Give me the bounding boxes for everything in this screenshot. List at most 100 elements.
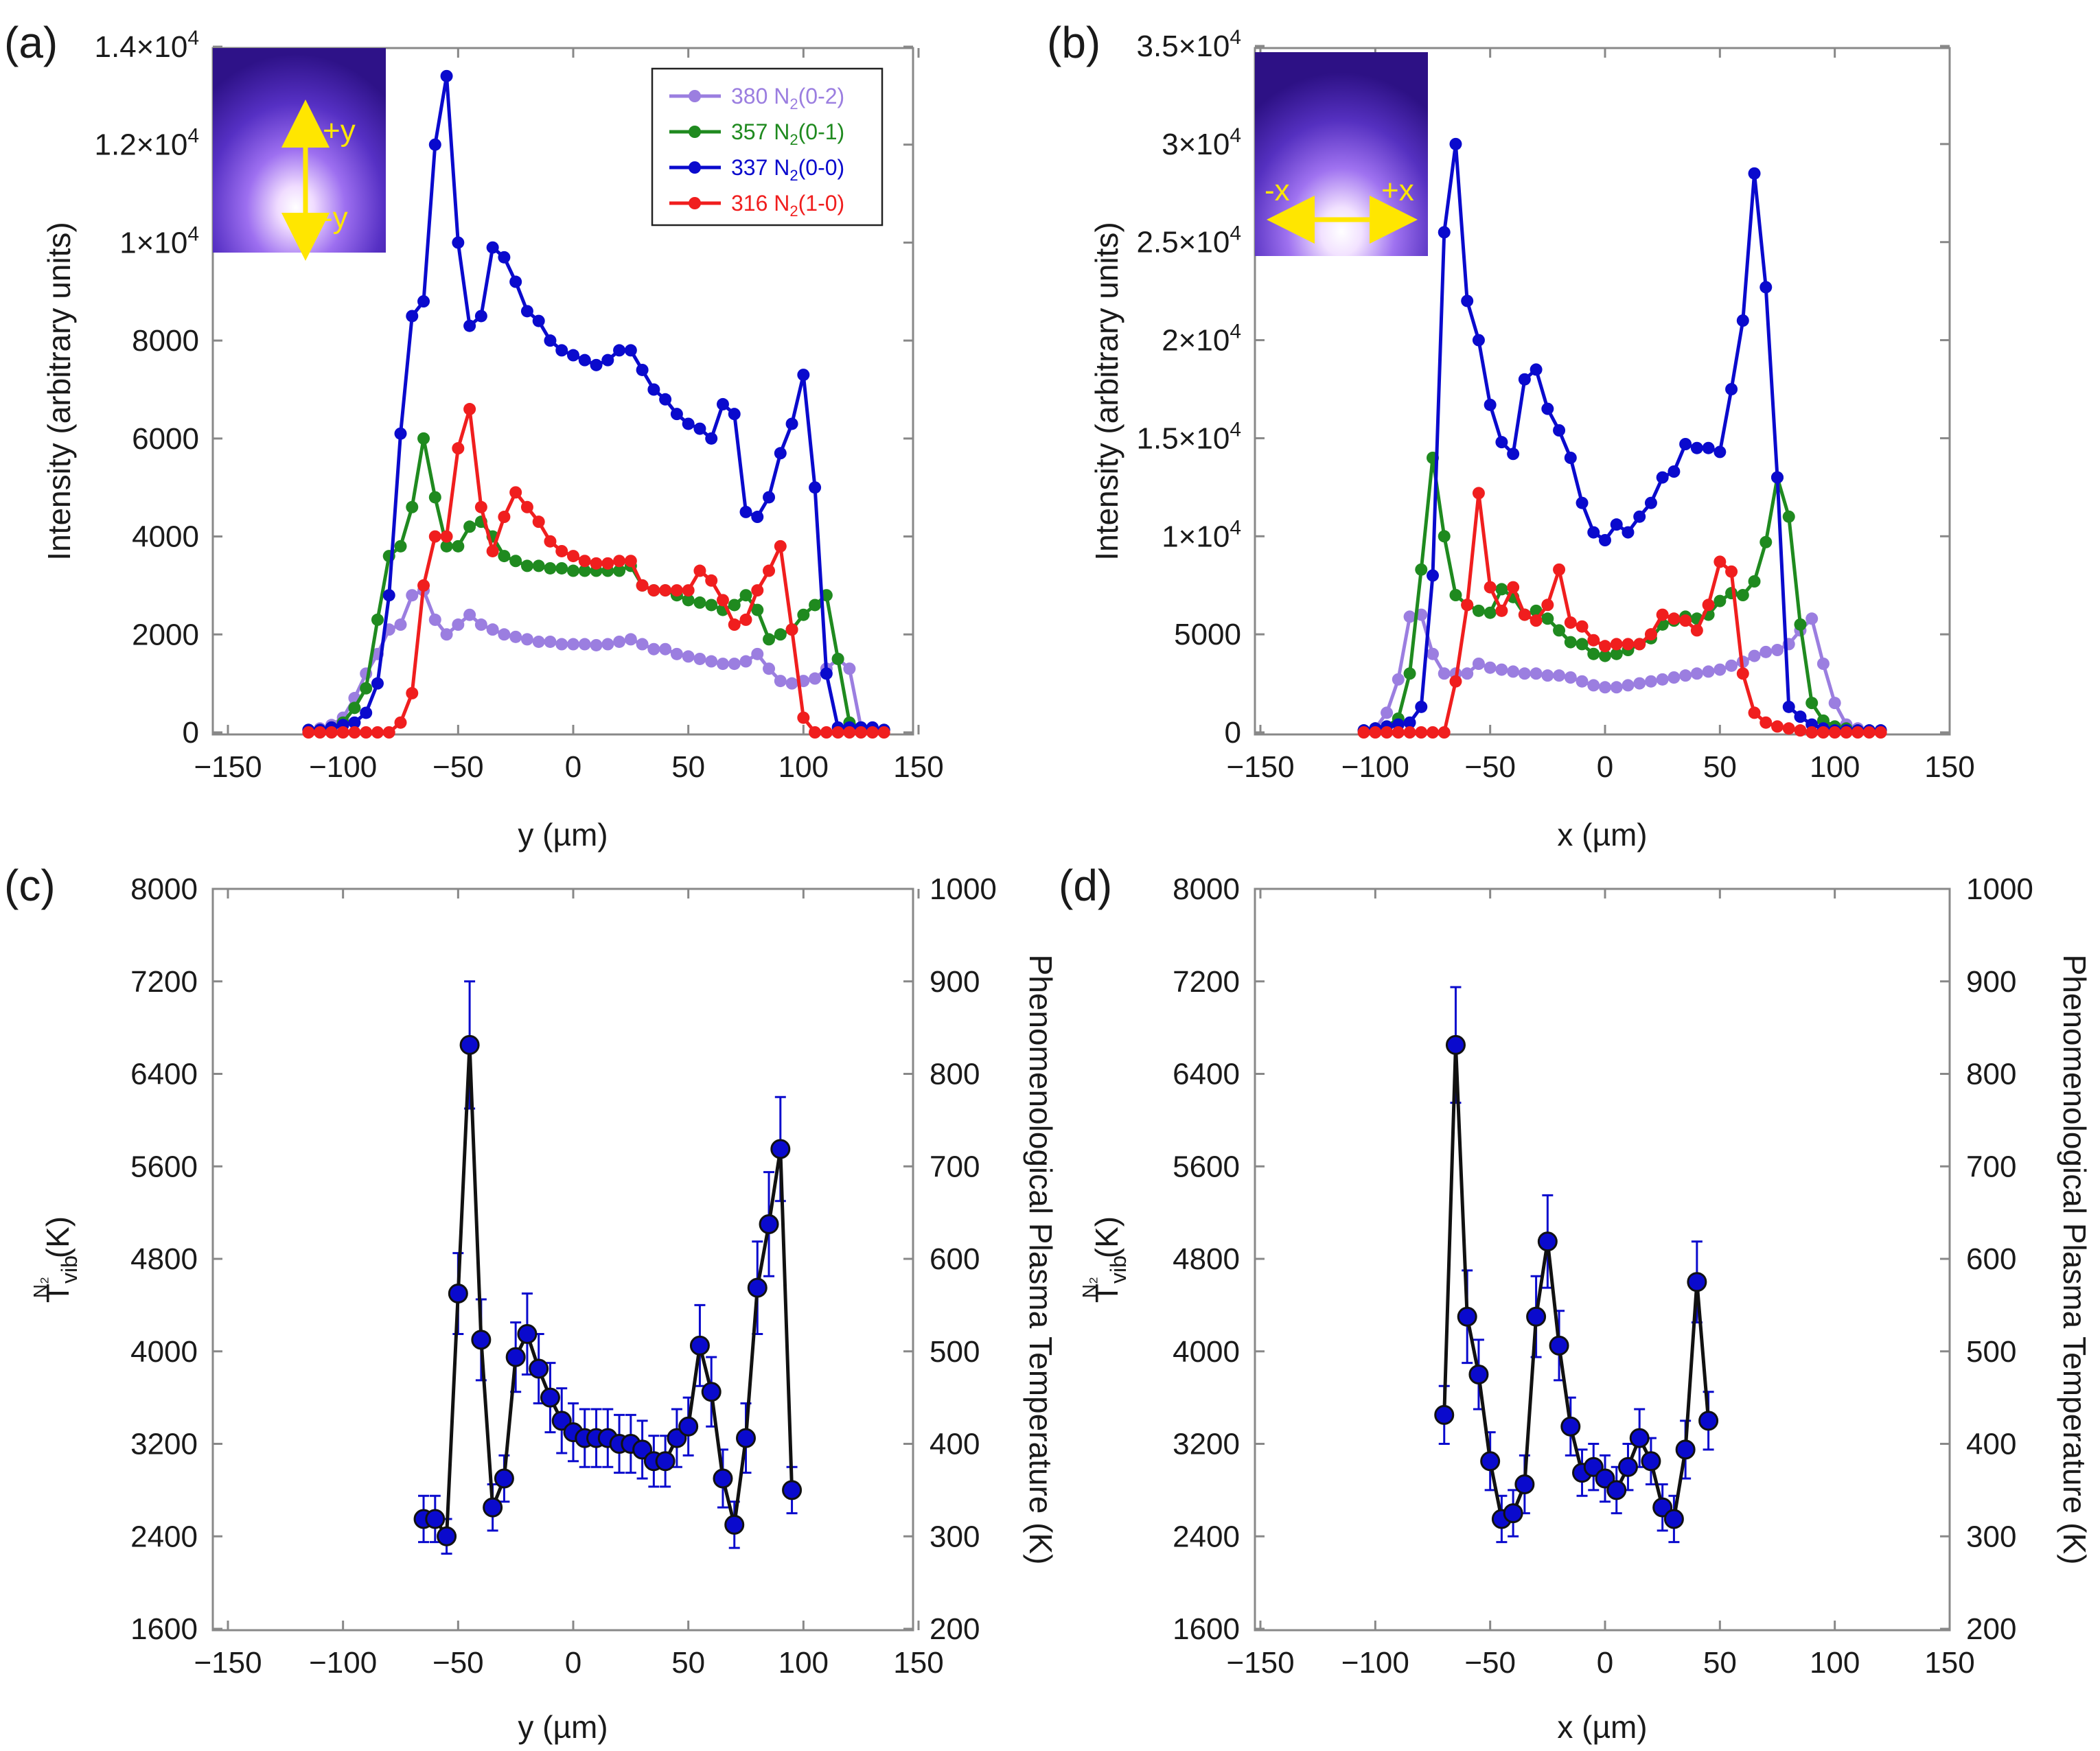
- data-point: [459, 1034, 480, 1055]
- data-point: [1610, 518, 1623, 531]
- data-point: [509, 486, 522, 499]
- data-point: [624, 555, 637, 568]
- data-point: [394, 618, 407, 631]
- data-point: [1530, 667, 1543, 680]
- data-point: [1816, 658, 1830, 670]
- data-point: [1595, 1468, 1615, 1489]
- data-point: [739, 655, 752, 668]
- data-point: [785, 623, 798, 636]
- panel-b-inset-minus-x: -x: [1265, 174, 1290, 207]
- y-tick-exponent: 4: [1230, 26, 1241, 49]
- x-tick-label: 100: [1810, 1646, 1860, 1680]
- panel-b-inset-plasma: [1255, 52, 1428, 256]
- data-point: [613, 555, 626, 568]
- panel-a-y-axis-title: Intensity (arbitrary units): [41, 222, 77, 560]
- x-tick-label: 50: [671, 750, 705, 784]
- y-tick-label: 4800: [1173, 1242, 1240, 1276]
- panel-c-y2-tick-labels: 200 300 400 500 600 700 800 900 1000: [930, 872, 997, 1646]
- panel-a-label: (a): [4, 18, 58, 67]
- data-point: [1587, 679, 1600, 692]
- data-point: [1495, 604, 1508, 617]
- data-point: [590, 557, 603, 570]
- data-point: [348, 716, 361, 729]
- data-point: [693, 652, 706, 665]
- panel-d-y-title-unit: (K): [1089, 1216, 1124, 1267]
- data-point: [590, 358, 603, 371]
- data-point: [1759, 535, 1773, 548]
- data-point: [1663, 1509, 1684, 1529]
- data-point: [763, 491, 776, 504]
- data-point: [1553, 624, 1566, 637]
- data-point: [1518, 608, 1531, 621]
- data-point: [567, 564, 579, 577]
- data-point: [417, 579, 430, 592]
- legend-label-prefix: 357 N: [731, 119, 789, 144]
- data-point: [701, 1382, 722, 1402]
- data-point: [1553, 669, 1566, 682]
- data-point: [1794, 710, 1807, 723]
- panel-b-inset-image: -x +x: [1255, 52, 1428, 256]
- data-point: [498, 511, 511, 524]
- panel-a-x-tick-labels: −150 −100 −50 0 50 100 150: [194, 750, 943, 784]
- panel-a-legend-items: 380 N2(0-2)357 N2(0-1)337 N2(0-0)316 N2(…: [669, 84, 844, 220]
- data-point: [498, 628, 511, 641]
- panel-b-y-tick-labels: 050001×1041.5×1042×1042.5×1043×1043.5×10…: [1137, 26, 1242, 750]
- data-point: [348, 701, 361, 715]
- data-point: [1403, 716, 1416, 729]
- y-tick-base: 6000: [132, 422, 199, 456]
- data-point: [1507, 581, 1520, 594]
- y-tick-exponent: 4: [1230, 222, 1241, 245]
- x-tick-label: −100: [309, 750, 377, 784]
- y-tick-label: 2.5×104: [1137, 222, 1242, 259]
- data-point: [1392, 726, 1405, 739]
- data-point: [1702, 599, 1715, 612]
- y-tick-label: 3200: [130, 1428, 198, 1461]
- panel-c-y-title-sub: vib: [57, 1255, 82, 1284]
- data-point: [1736, 589, 1749, 601]
- tvib-line: [1442, 1043, 1711, 1521]
- x-tick-label: −150: [1226, 1646, 1294, 1680]
- data-point: [716, 594, 729, 607]
- data-point: [544, 561, 557, 575]
- data-point: [1617, 1457, 1638, 1477]
- panel-c-y-axis-title: Tvib N₂ (K): [30, 1216, 82, 1303]
- panel-a-plot-frame: [211, 47, 914, 736]
- y2-tick-label: 900: [930, 965, 980, 999]
- y-tick-base: 1.4×10: [95, 30, 188, 64]
- legend-swatch-marker: [689, 90, 701, 102]
- panel-d-tvib-vs-x: (d) 160024003200400048005600640072008000…: [1059, 861, 2092, 1745]
- y-tick-exponent: 4: [187, 125, 199, 148]
- data-point: [1622, 526, 1635, 539]
- data-point: [1610, 647, 1623, 660]
- data-point: [647, 584, 660, 597]
- data-point: [1357, 726, 1370, 739]
- data-point: [877, 726, 890, 739]
- data-point: [713, 1468, 733, 1489]
- data-point: [1564, 636, 1577, 649]
- data-point: [1564, 616, 1577, 629]
- legend-label: 337 N2(0-0): [731, 155, 844, 184]
- data-point: [1805, 612, 1819, 625]
- data-point: [728, 599, 741, 612]
- data-point: [655, 1451, 676, 1472]
- data-point: [1438, 226, 1451, 239]
- panel-d-y-title-T: T: [1089, 1284, 1124, 1303]
- data-point: [1771, 644, 1784, 656]
- data-point: [360, 706, 373, 719]
- data-point: [1771, 720, 1784, 733]
- data-point: [1698, 1411, 1719, 1431]
- data-point: [540, 1387, 560, 1408]
- data-point: [1782, 510, 1795, 523]
- data-point: [820, 726, 833, 739]
- data-point: [1495, 583, 1508, 596]
- panel-b-series: [1357, 137, 1887, 739]
- data-point: [1690, 624, 1703, 637]
- data-point: [463, 608, 476, 621]
- panel-b-x-tick-labels: −150 −100 −50 0 50 100 150: [1226, 750, 1974, 784]
- y2-tick-label: 600: [1966, 1242, 2016, 1276]
- data-point: [509, 275, 522, 288]
- data-point: [1484, 581, 1497, 594]
- data-point: [394, 427, 407, 440]
- panel-d-y-axis-title-text: Tvib N₂ (K): [1078, 1216, 1131, 1303]
- panel-d-y-tick-labels: 1600 2400 3200 4000 4800 5600 6400 7200 8000: [1173, 872, 1240, 1646]
